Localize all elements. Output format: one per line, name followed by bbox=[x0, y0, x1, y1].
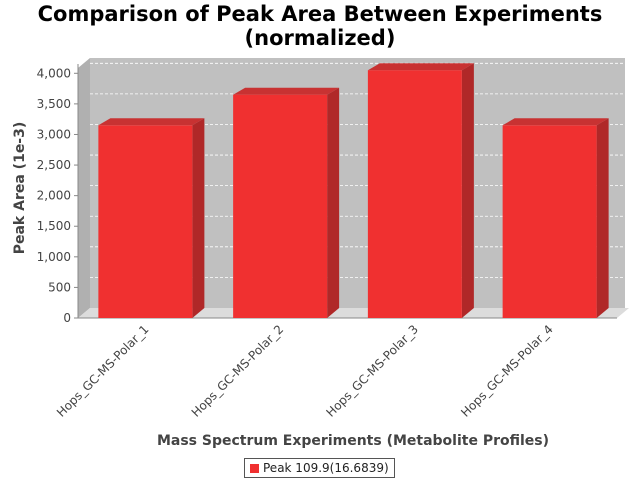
legend-swatch bbox=[250, 464, 259, 473]
x-category-label: Hops_GC-MS-Polar_3 bbox=[323, 322, 421, 420]
bar-front bbox=[367, 70, 462, 318]
x-axis-categories: Hops_GC-MS-Polar_1 Hops_GC-MS-Polar_2 Hops… bbox=[54, 322, 556, 420]
y-tick-label: 1,000 bbox=[37, 250, 71, 264]
bar bbox=[233, 87, 340, 319]
chart-title-line2: (normalized) bbox=[244, 26, 396, 50]
bar-top bbox=[367, 63, 474, 71]
x-axis-title: Mass Spectrum Experiments (Metabolite Pr… bbox=[157, 433, 549, 449]
plot-floor bbox=[78, 308, 629, 318]
bars bbox=[98, 63, 609, 319]
y-tick-label: 500 bbox=[48, 280, 71, 294]
bar-top bbox=[502, 118, 609, 126]
y-tick-label: 2,000 bbox=[37, 189, 71, 203]
y-tick-label: 3,000 bbox=[37, 127, 71, 141]
y-tick-label: 0 bbox=[63, 311, 71, 325]
bar-top bbox=[233, 87, 340, 95]
bar-front bbox=[502, 125, 597, 318]
bar-side bbox=[192, 118, 205, 318]
bar-side bbox=[596, 118, 609, 318]
plot-left-wall bbox=[78, 58, 90, 318]
x-category-label: Hops_GC-MS-Polar_1 bbox=[54, 322, 152, 420]
chart-title: Comparison of Peak Area Between Experime… bbox=[0, 2, 640, 50]
bar-front bbox=[98, 125, 193, 318]
y-tick-label: 1,500 bbox=[37, 219, 71, 233]
bar-side bbox=[461, 63, 474, 319]
legend: Peak 109.9(16.6839) bbox=[244, 458, 395, 478]
chart-title-line1: Comparison of Peak Area Between Experime… bbox=[37, 2, 603, 26]
bar bbox=[367, 63, 474, 319]
bar bbox=[502, 118, 609, 318]
x-category-label: Hops_GC-MS-Polar_2 bbox=[189, 322, 287, 420]
y-tick-label: 3,500 bbox=[37, 97, 71, 111]
bar bbox=[98, 118, 205, 318]
bar-top bbox=[98, 118, 205, 126]
legend-label: Peak 109.9(16.6839) bbox=[263, 461, 389, 475]
x-category-label: Hops_GC-MS-Polar_4 bbox=[458, 322, 556, 420]
bar-front bbox=[233, 94, 328, 319]
y-tick-label: 4,000 bbox=[37, 66, 71, 80]
y-axis-ticks: 0 500 1,000 1,500 2,000 2,500 3,000 3,500 4,000 bbox=[37, 66, 78, 325]
y-axis-title: Peak Area (1e-3) bbox=[12, 122, 28, 255]
bar-side bbox=[327, 87, 340, 319]
y-tick-label: 2,500 bbox=[37, 158, 71, 172]
